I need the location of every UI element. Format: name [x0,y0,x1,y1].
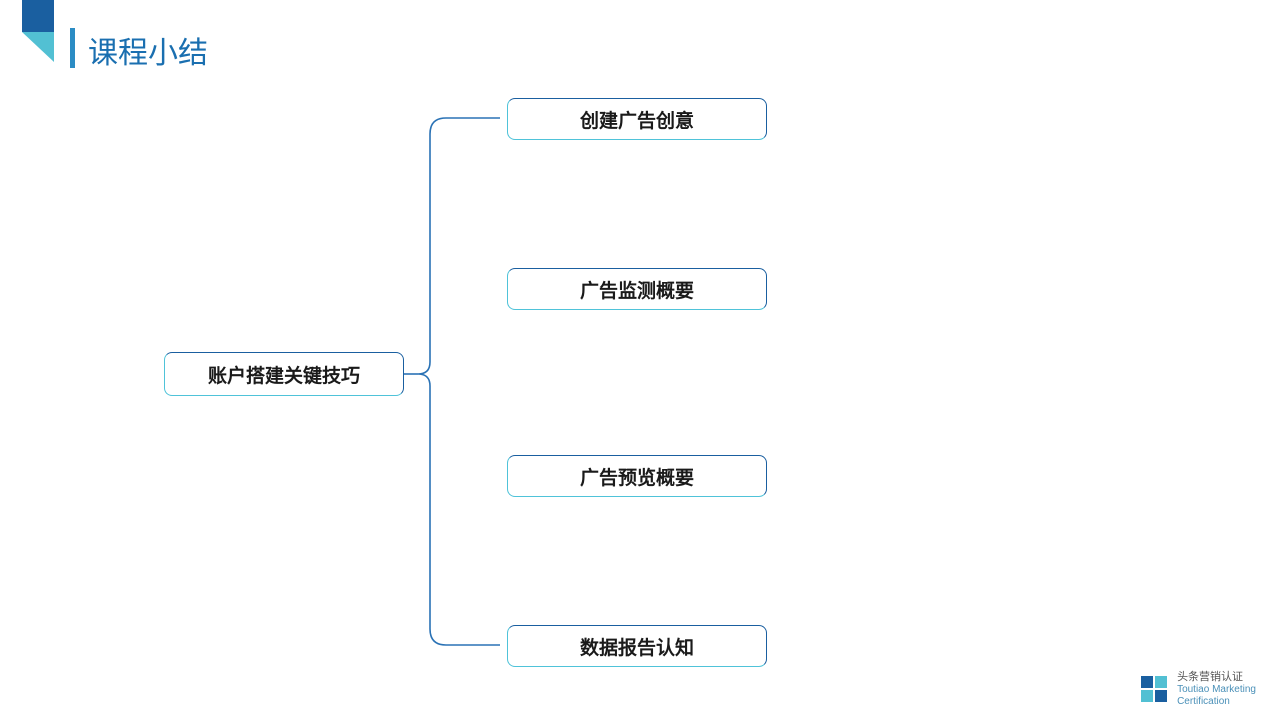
title-accent-bar [70,28,75,68]
corner-square [22,0,54,32]
child-node-2: 广告预览概要 [507,455,767,497]
root-node: 账户搭建关键技巧 [164,352,404,396]
child-node-label: 广告监测概要 [580,276,694,303]
child-node-1: 广告监测概要 [507,268,767,310]
footer-text-line3: Certification [1177,696,1256,708]
page-title: 课程小结 [78,28,208,72]
footer-text-line1: 头条营销认证 [1177,671,1256,684]
child-node-0: 创建广告创意 [507,98,767,140]
footer-logo: 头条营销认证 Toutiao Marketing Certification [1139,671,1256,708]
child-node-label: 数据报告认知 [580,633,694,660]
child-node-label: 广告预览概要 [580,463,694,490]
footer-logo-icon [1139,674,1169,704]
footer-text-line2: Toutiao Marketing [1177,684,1256,696]
child-node-label: 创建广告创意 [580,106,694,133]
bracket-path [418,118,500,645]
child-node-3: 数据报告认知 [507,625,767,667]
corner-decoration [0,0,70,70]
root-node-label: 账户搭建关键技巧 [208,361,360,388]
corner-triangle [22,32,54,62]
